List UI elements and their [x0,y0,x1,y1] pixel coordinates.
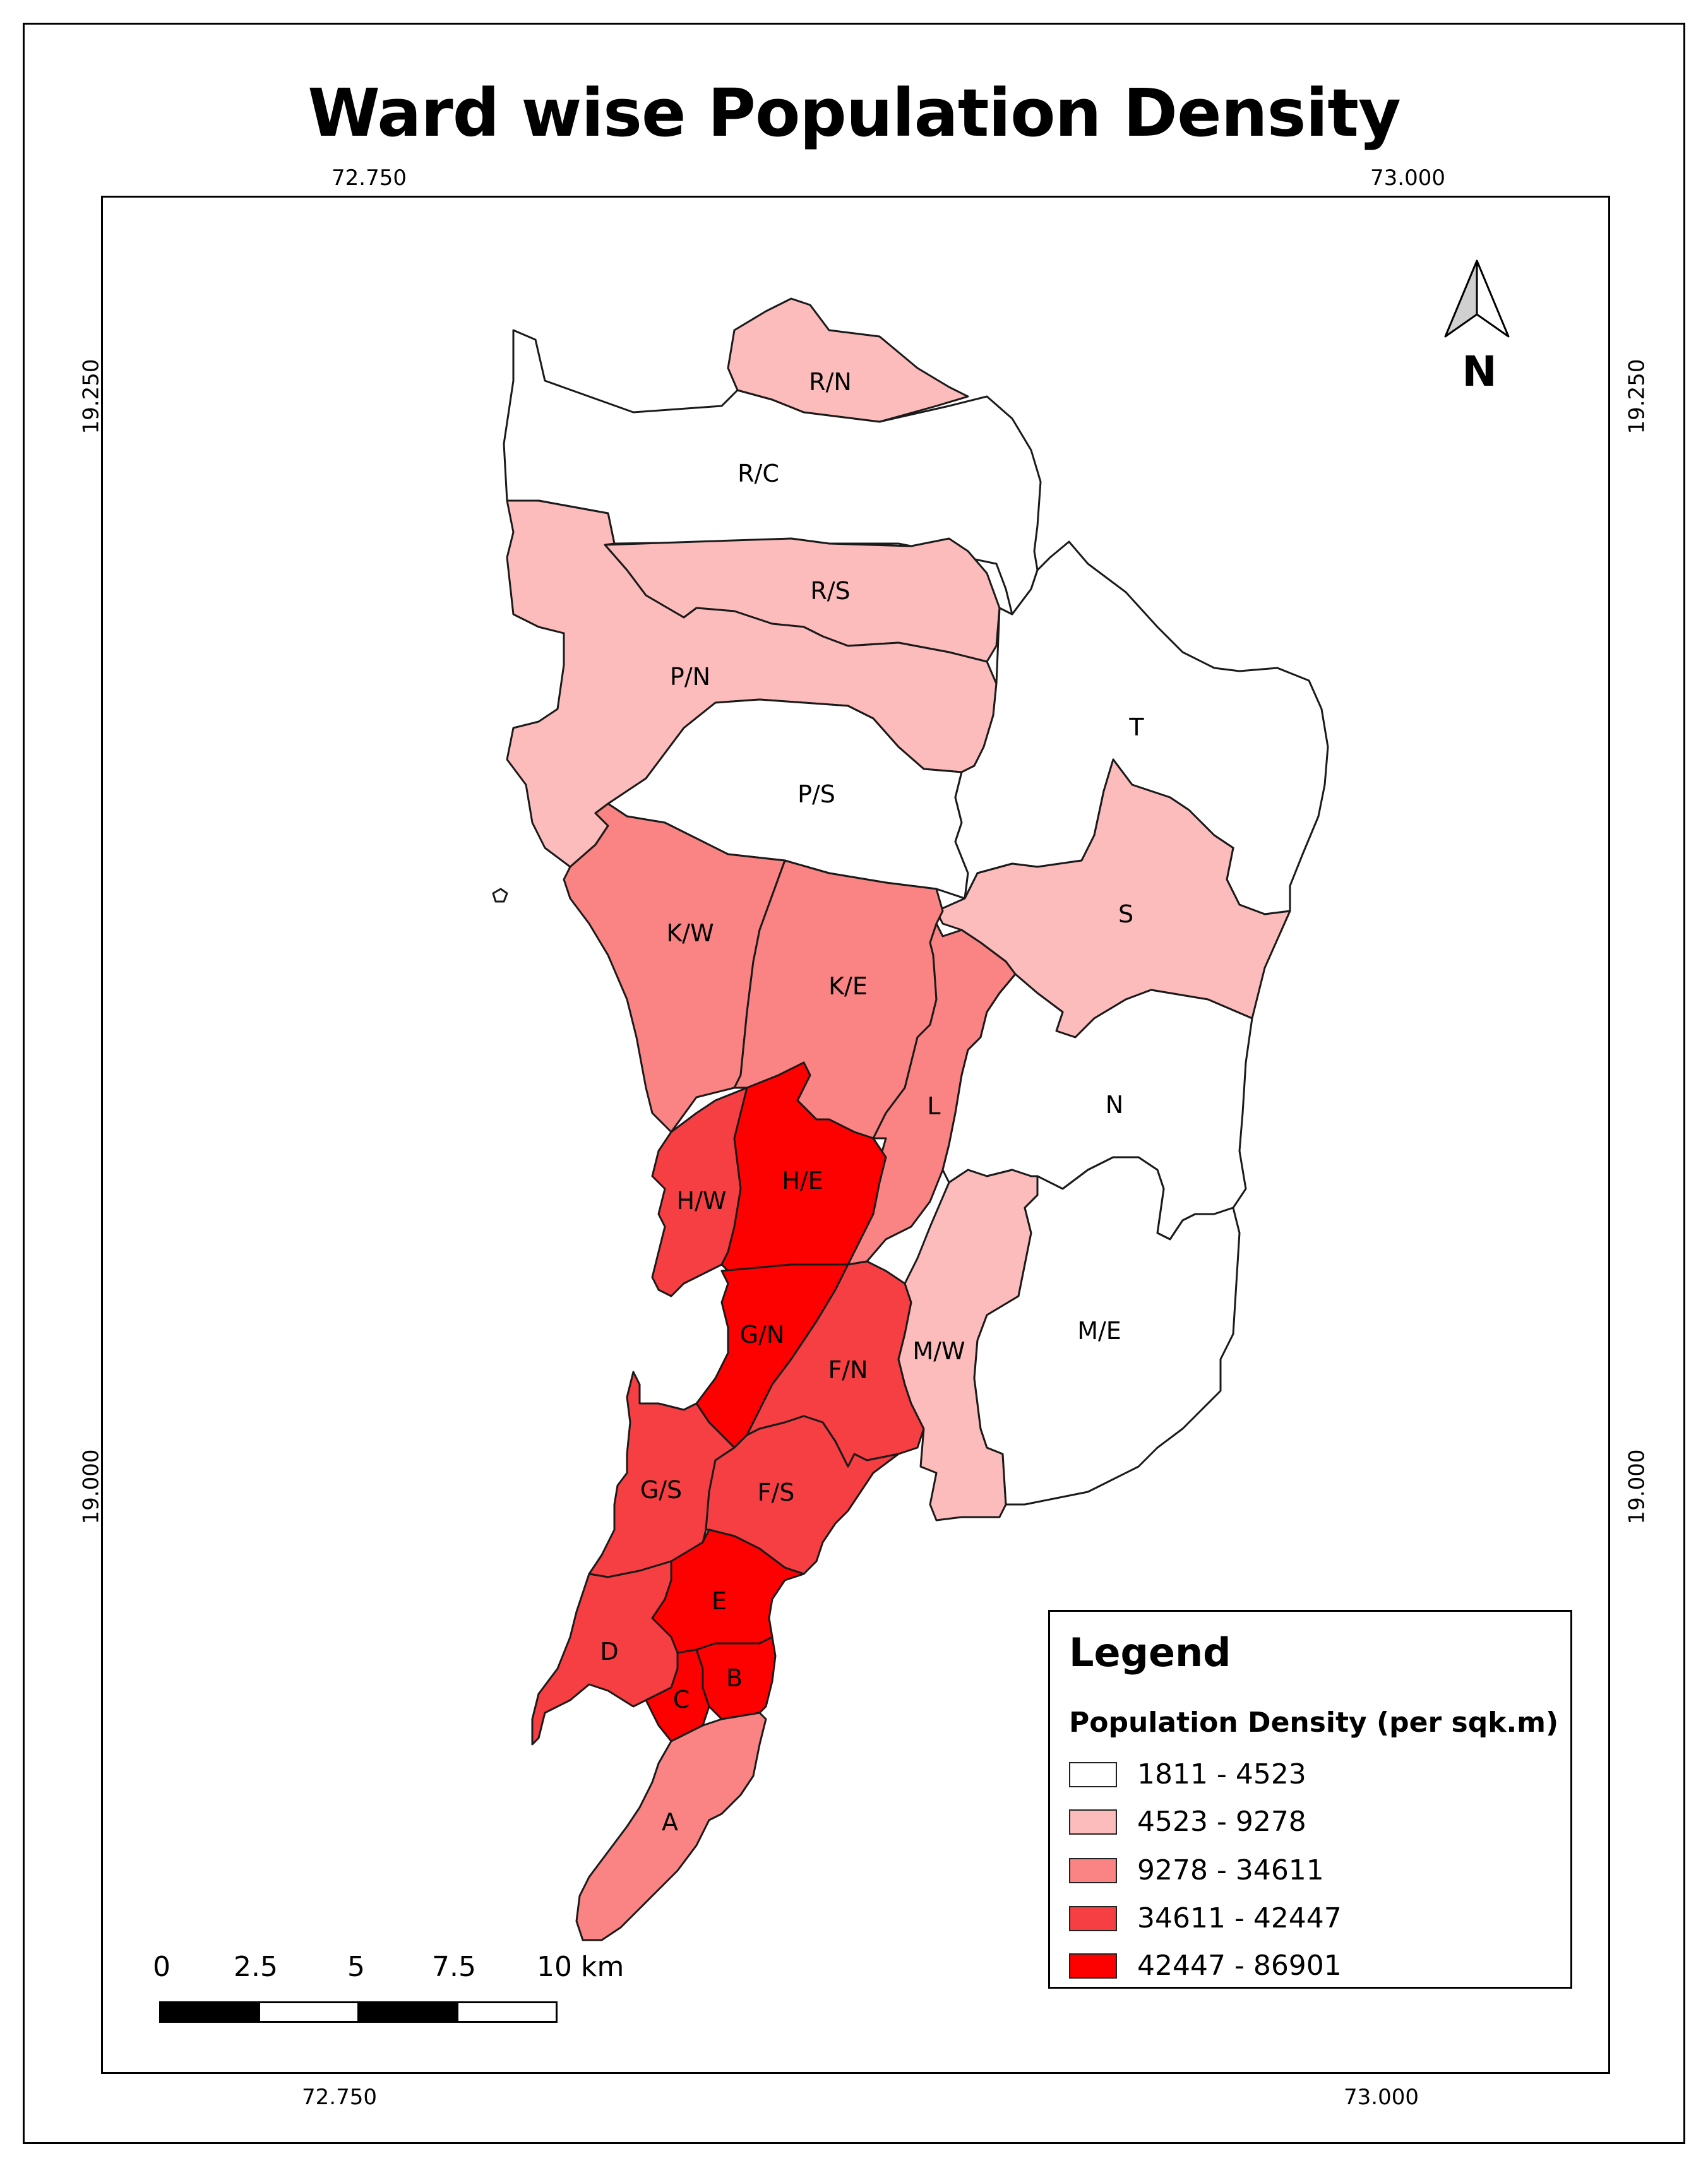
ward-label-k-w: K/W [666,919,714,947]
lat-label-right-top: 19.250 [1624,359,1650,434]
ward-label-h-w: H/W [677,1187,727,1215]
legend-subtitle: Population Density (per sqk.m) [1069,1706,1559,1739]
lon-label-top-left: 72.750 [331,165,407,191]
ward-label-l: L [927,1092,940,1120]
ward-label-f-n: F/N [828,1356,868,1384]
legend: Legend Population Density (per sqk.m) 18… [1048,1610,1572,1989]
ward-label-g-n: G/N [740,1321,785,1349]
legend-swatch [1069,1858,1117,1883]
scale-label: 10 km [537,1951,624,1983]
legend-swatch [1069,1762,1117,1787]
lon-label-bottom-right: 73.000 [1344,2085,1419,2110]
scale-label: 0 [153,1951,170,1983]
ward-label-m-w: M/W [912,1337,965,1365]
legend-label: 1811 - 4523 [1137,1758,1306,1790]
ward-label-p-s: P/S [797,780,835,808]
scale-segment-black [159,2001,260,2023]
ward-h-e[interactable] [720,1061,887,1272]
scale-bar: 0 2.5 5 7.5 10 km [145,1951,624,2023]
legend-label: 34611 - 42447 [1137,1902,1342,1934]
scale-label: 5 [347,1951,365,1983]
ward-label-f-s: F/S [758,1479,795,1506]
scale-segment-white [457,2001,558,2023]
lon-label-top-right: 73.000 [1370,165,1445,191]
ward-label-a: A [662,1808,678,1836]
ward-label-n: N [1106,1091,1123,1119]
ward-label-m-e: M/E [1077,1317,1121,1345]
lat-label-left-bottom: 19.000 [78,1449,104,1525]
legend-label: 9278 - 34611 [1137,1854,1324,1886]
lon-label-bottom-left: 72.750 [302,2085,377,2110]
islet [492,888,508,903]
ward-label-c: C [673,1686,690,1713]
ward-label-r-s: R/S [810,577,850,605]
map-area[interactable]: R/N R/C R/S P/N P/S T S K/W K/E L N H/W … [101,196,1610,2074]
scale-segment-white [258,2001,359,2023]
ward-label-h-e: H/E [782,1167,823,1194]
north-label: N [1462,347,1496,396]
ward-label-t: T [1128,713,1144,741]
north-arrow-icon: N [1444,259,1510,396]
map-title: Ward wise Population Density [308,74,1401,152]
ward-map[interactable]: R/N R/C R/S P/N P/S T S K/W K/E L N H/W … [103,198,1608,2072]
lat-label-left-top: 19.250 [78,359,104,434]
scale-label: 2.5 [234,1951,278,1983]
ward-b[interactable] [695,1636,777,1720]
ward-m-e[interactable] [973,1156,1241,1506]
scale-label: 7.5 [432,1951,476,1983]
ward-label-d: D [600,1638,618,1665]
ward-label-r-c: R/C [738,460,779,487]
scale-segment-black [357,2001,458,2023]
lat-label-right-bottom: 19.000 [1624,1449,1650,1525]
legend-swatch [1069,1953,1117,1979]
ward-label-s: S [1118,900,1133,928]
map-frame [23,23,1685,2144]
ward-label-p-n: P/N [670,663,710,691]
legend-title: Legend [1069,1629,1231,1676]
ward-label-e: E [712,1587,727,1615]
legend-label: 42447 - 86901 [1137,1950,1342,1982]
ward-a[interactable] [575,1712,767,1941]
ward-label-r-n: R/N [809,368,852,396]
ward-r-n[interactable] [727,297,969,423]
legend-swatch [1069,1809,1117,1835]
legend-swatch [1069,1906,1117,1931]
ward-label-b: B [726,1664,743,1692]
legend-label: 4523 - 9278 [1137,1806,1306,1838]
ward-label-k-e: K/E [828,972,868,1000]
ward-k-w[interactable] [563,802,786,1133]
ward-label-g-s: G/S [640,1476,682,1504]
